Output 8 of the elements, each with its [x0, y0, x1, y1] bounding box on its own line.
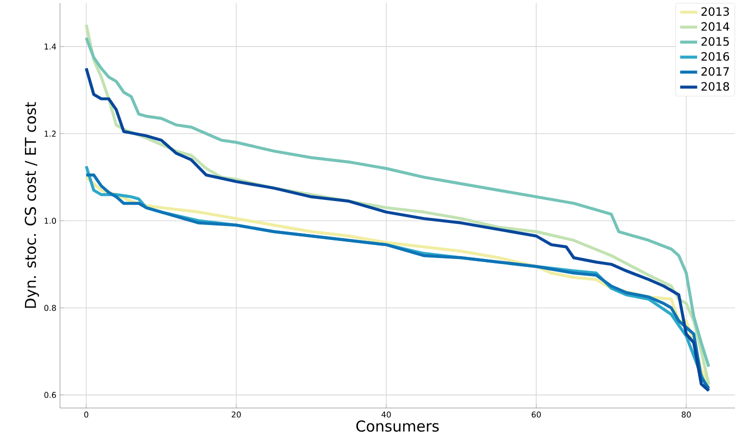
legend-label: 2016	[702, 52, 730, 61]
x-axis-title: Consumers	[356, 420, 439, 432]
legend-label: 2017	[702, 67, 729, 76]
legend-label: 2013	[702, 7, 729, 16]
legend-label: 2018	[702, 82, 730, 91]
legend-label: 2015	[702, 37, 729, 46]
legend-label: 2014	[702, 22, 730, 31]
y-axis-title: Dyn. stoc. CS cost / ET cost	[24, 102, 39, 308]
